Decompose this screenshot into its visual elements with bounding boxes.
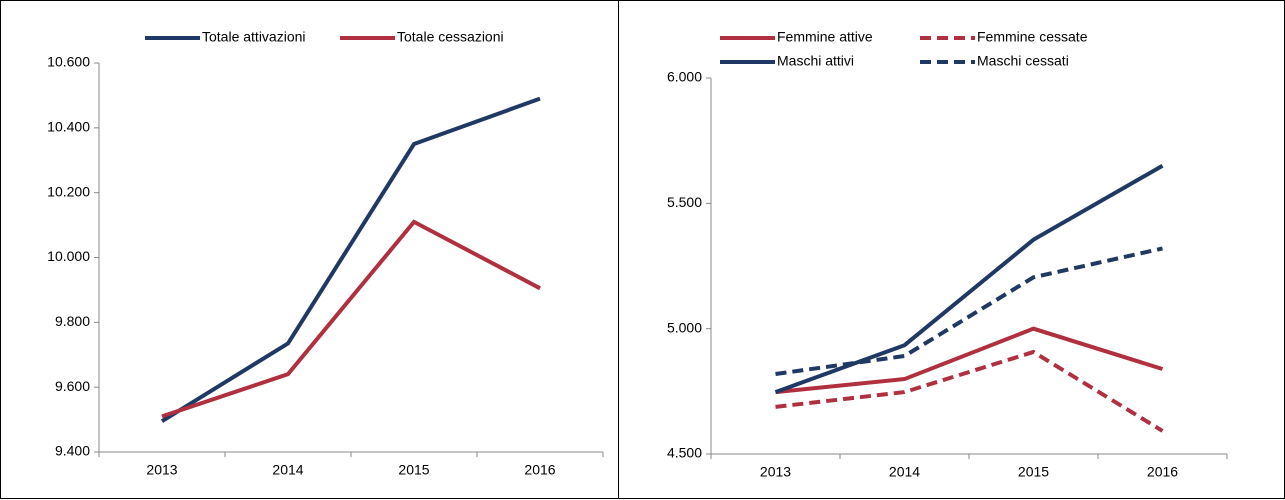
x-tick-label: 2014 [272, 462, 303, 478]
x-tick-label: 2015 [1018, 464, 1049, 480]
y-tick-label: 5.500 [667, 194, 702, 210]
series-line [160, 96, 541, 423]
y-tick-label: 9.600 [55, 378, 90, 394]
y-tick-label: 9.400 [55, 443, 90, 459]
left-panel-frame [0, 0, 619, 499]
series-line [774, 163, 1164, 394]
x-tick-label: 2013 [760, 464, 791, 480]
x-tick-label: 2016 [524, 462, 555, 478]
y-tick-label: 10.600 [47, 54, 90, 70]
legend-label: Maschi cessati [977, 53, 1069, 69]
series-line [775, 326, 1164, 395]
x-tick-label: 2015 [398, 462, 429, 478]
legend-label: Maschi attivi [777, 53, 854, 69]
y-tick-label: 6.000 [667, 69, 702, 85]
legend-label: Femmine attive [777, 29, 873, 45]
y-tick-label: 5.000 [667, 319, 702, 335]
legend-label: Totale attivazioni [202, 29, 306, 45]
y-tick-label: 10.000 [47, 248, 90, 264]
x-tick-label: 2013 [146, 462, 177, 478]
right-panel-frame [618, 0, 1285, 499]
legend-label: Femmine cessate [977, 29, 1088, 45]
series-line [775, 246, 1163, 377]
legend-label: Totale cessazioni [397, 29, 504, 45]
y-tick-label: 9.800 [55, 313, 90, 329]
y-tick-label: 10.200 [47, 183, 90, 199]
y-tick-label: 4.500 [667, 445, 702, 461]
series-line [775, 349, 1164, 433]
x-tick-label: 2014 [889, 464, 920, 480]
x-tick-label: 2016 [1147, 464, 1178, 480]
series-line [161, 219, 541, 419]
y-tick-label: 10.400 [47, 119, 90, 135]
